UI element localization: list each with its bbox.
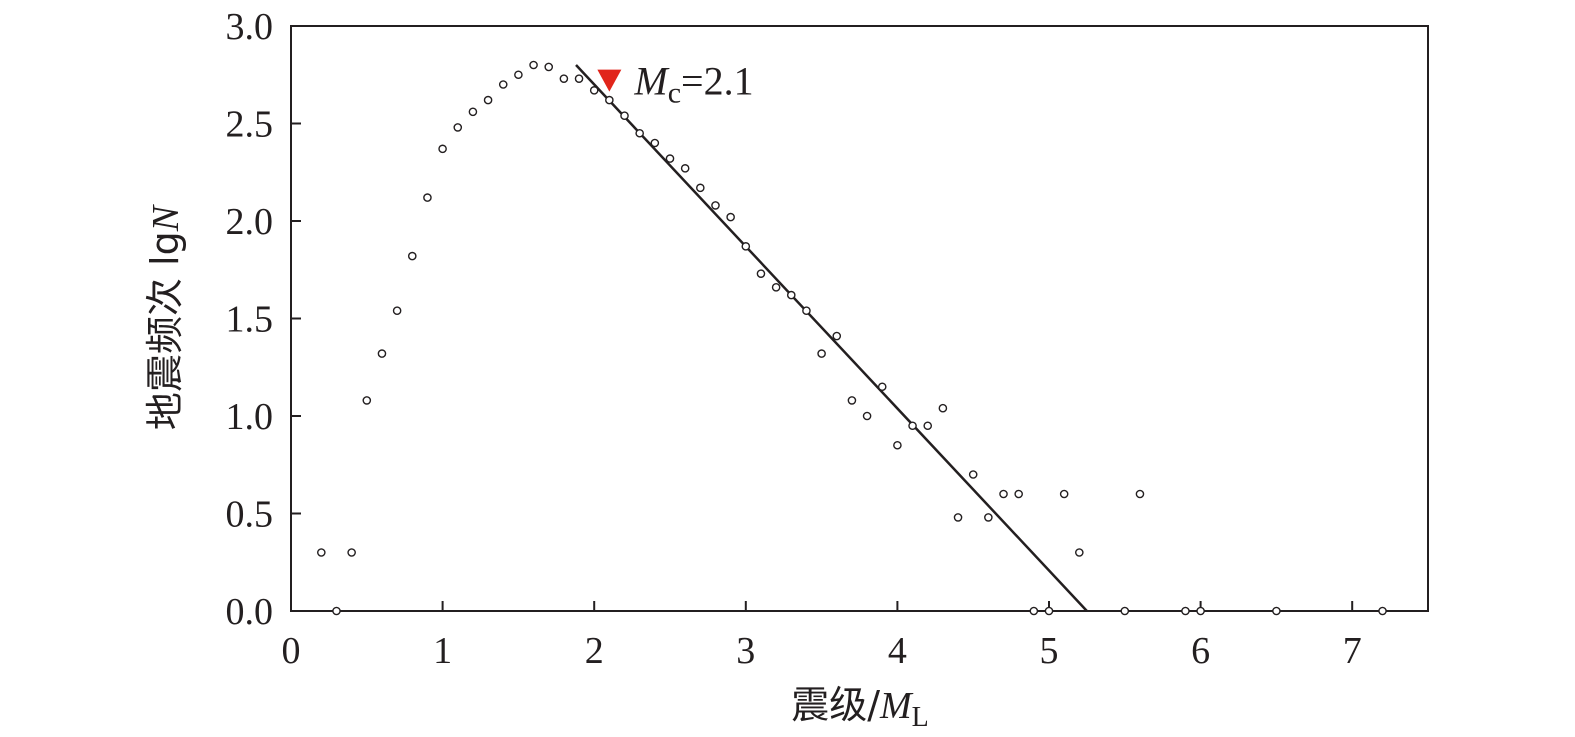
data-point	[847, 396, 857, 405]
data-points	[317, 60, 1387, 616]
data-point	[1181, 606, 1190, 616]
x-tick-label: 1	[433, 630, 452, 672]
fit-line	[575, 64, 1088, 612]
x-tick-label: 0	[282, 630, 301, 672]
y-tick-label: 3.0	[226, 6, 274, 48]
data-point	[589, 86, 599, 95]
x-axis-title-prefix: 震级/	[791, 683, 880, 727]
data-point	[923, 421, 933, 431]
mc-annotation: Mc=2.1	[633, 59, 753, 110]
data-point	[711, 201, 720, 210]
data-point	[680, 164, 690, 173]
data-point	[968, 470, 978, 479]
data-point	[347, 548, 356, 557]
data-point	[529, 60, 538, 70]
data-point	[832, 331, 842, 341]
mc-annotation-sub: c	[668, 77, 681, 110]
y-tick-label: 0.0	[226, 591, 274, 633]
data-point	[938, 403, 948, 413]
data-point	[862, 411, 872, 421]
data-point	[392, 306, 402, 316]
data-point	[407, 251, 417, 261]
data-point	[1196, 606, 1205, 616]
data-point	[771, 282, 781, 292]
data-point	[696, 183, 705, 193]
data-point	[605, 95, 614, 105]
data-point	[574, 74, 584, 83]
data-point	[953, 513, 963, 522]
y-tick-label: 1.0	[226, 396, 274, 438]
data-point	[786, 290, 796, 300]
axis-ticks	[290, 25, 1354, 612]
x-axis-title-var: M	[879, 685, 914, 727]
data-point	[1075, 548, 1084, 557]
data-point	[362, 396, 372, 405]
x-tick-label: 3	[736, 630, 755, 672]
data-point	[1029, 606, 1039, 616]
data-point	[317, 548, 326, 557]
data-point	[741, 242, 751, 251]
y-tick-label: 1.5	[226, 299, 274, 341]
x-tick-label: 6	[1191, 630, 1210, 672]
y-axis-title-prefix: 地震频次 lg	[143, 231, 187, 430]
data-point	[468, 107, 478, 117]
data-point	[438, 144, 447, 154]
y-tick-label: 2.5	[226, 104, 274, 146]
data-point	[498, 80, 508, 89]
data-point	[893, 440, 902, 450]
data-point	[802, 306, 811, 316]
data-point	[650, 138, 660, 148]
data-point	[756, 269, 766, 278]
data-point	[377, 349, 387, 358]
data-point	[1135, 489, 1145, 499]
mc-marker-icon	[597, 69, 622, 92]
data-point	[1378, 606, 1387, 616]
x-tick-label: 4	[888, 630, 907, 672]
data-point	[665, 154, 675, 163]
x-axis-title-sub: L	[912, 702, 929, 733]
data-point	[559, 74, 569, 83]
mc-annotation-var: M	[633, 59, 670, 104]
y-tick-label: 2.0	[226, 201, 274, 243]
data-point	[877, 382, 887, 392]
data-point	[620, 111, 629, 120]
data-point	[999, 489, 1008, 499]
data-point	[1059, 489, 1069, 499]
data-point	[453, 123, 463, 132]
x-tick-label: 7	[1343, 630, 1362, 672]
data-point	[635, 128, 644, 138]
tick-labels: 0 1 2 3 4 5 6 7 0.0 0.5 1.0 1.5 2.0 2.5 3.0	[226, 6, 1362, 672]
data-point	[908, 421, 917, 431]
data-point	[817, 349, 826, 358]
data-point	[332, 606, 341, 616]
data-point	[1014, 489, 1023, 499]
data-point	[544, 62, 554, 72]
data-point	[984, 513, 993, 522]
mc-annotation-value: =2.1	[681, 59, 754, 104]
data-point	[1272, 606, 1281, 616]
y-axis-title: 地震频次 lgN	[143, 203, 187, 430]
x-tick-label: 2	[585, 630, 604, 672]
data-point	[483, 95, 493, 105]
data-point	[726, 212, 735, 222]
plot-frame	[290, 25, 1429, 612]
y-tick-label: 0.5	[226, 494, 274, 536]
data-point	[1044, 606, 1054, 616]
data-point	[1120, 606, 1130, 616]
data-point	[423, 193, 432, 202]
data-point	[514, 70, 523, 80]
y-axis-title-var: N	[145, 203, 187, 232]
x-axis-title: 震级/ML	[791, 683, 929, 733]
x-tick-label: 5	[1040, 630, 1059, 672]
